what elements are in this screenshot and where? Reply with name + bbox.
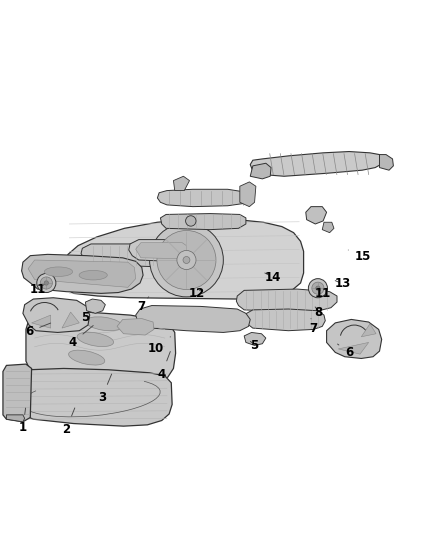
Polygon shape	[7, 415, 25, 422]
Polygon shape	[173, 176, 190, 191]
Text: 8: 8	[314, 305, 323, 319]
Polygon shape	[117, 319, 154, 335]
Circle shape	[186, 216, 196, 226]
Circle shape	[40, 277, 53, 289]
Circle shape	[37, 273, 56, 293]
Polygon shape	[32, 315, 51, 328]
Text: 6: 6	[25, 323, 51, 338]
Text: 7: 7	[137, 297, 149, 313]
Polygon shape	[250, 151, 385, 176]
Polygon shape	[23, 298, 90, 333]
Text: 11: 11	[29, 282, 46, 296]
Text: 4: 4	[69, 326, 93, 349]
Text: 12: 12	[188, 287, 205, 300]
Polygon shape	[244, 309, 325, 330]
Polygon shape	[28, 260, 136, 287]
Polygon shape	[237, 289, 337, 312]
Polygon shape	[26, 311, 176, 384]
Text: 4: 4	[158, 352, 170, 381]
Polygon shape	[85, 299, 105, 313]
Polygon shape	[64, 220, 304, 299]
Text: 11: 11	[315, 287, 331, 300]
Text: 5: 5	[81, 311, 93, 324]
Polygon shape	[81, 244, 168, 266]
Circle shape	[44, 281, 49, 285]
Polygon shape	[157, 189, 250, 207]
Polygon shape	[306, 207, 327, 224]
Text: 2: 2	[62, 408, 75, 435]
Text: 15: 15	[348, 250, 371, 263]
Polygon shape	[136, 305, 250, 333]
Circle shape	[177, 251, 196, 270]
Polygon shape	[338, 342, 369, 354]
Polygon shape	[10, 368, 172, 426]
Polygon shape	[3, 364, 32, 422]
Polygon shape	[379, 155, 393, 170]
Polygon shape	[240, 182, 256, 207]
Text: 6: 6	[338, 344, 353, 359]
Text: 13: 13	[335, 277, 351, 290]
Ellipse shape	[86, 317, 122, 330]
Text: 7: 7	[310, 319, 318, 335]
Circle shape	[157, 230, 216, 289]
Circle shape	[150, 223, 223, 297]
Circle shape	[316, 286, 320, 290]
Circle shape	[312, 282, 324, 294]
Polygon shape	[327, 319, 381, 359]
Circle shape	[308, 279, 328, 298]
Ellipse shape	[69, 350, 105, 365]
Ellipse shape	[79, 270, 107, 280]
Polygon shape	[322, 222, 334, 233]
Text: 1: 1	[19, 408, 27, 434]
Polygon shape	[160, 214, 246, 230]
Circle shape	[183, 256, 190, 263]
Polygon shape	[250, 163, 271, 179]
Polygon shape	[244, 333, 266, 345]
Polygon shape	[21, 254, 143, 293]
Text: 5: 5	[251, 339, 259, 352]
Polygon shape	[129, 240, 191, 261]
Polygon shape	[361, 324, 376, 337]
Text: 3: 3	[98, 374, 112, 404]
Text: 10: 10	[148, 337, 170, 356]
Text: 14: 14	[265, 271, 282, 284]
Ellipse shape	[44, 267, 73, 277]
Ellipse shape	[77, 332, 113, 346]
Polygon shape	[136, 243, 187, 259]
Polygon shape	[62, 312, 79, 328]
